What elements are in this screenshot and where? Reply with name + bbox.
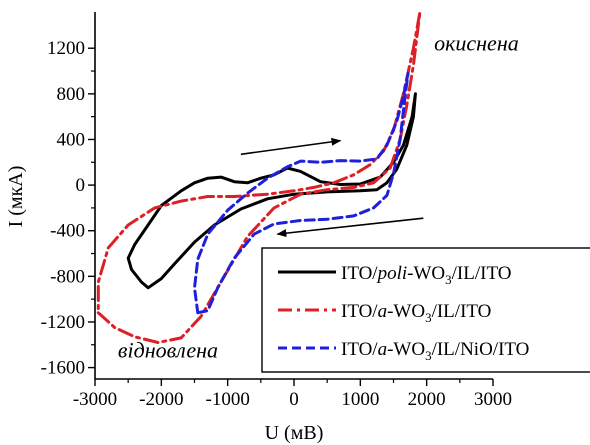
y-axis-label: I (мкА) [5, 166, 27, 228]
x-tick-label: 2000 [408, 389, 446, 410]
axes [88, 12, 494, 386]
annotation-label-1: окиснена [434, 31, 519, 56]
y-tick-label: -1600 [41, 358, 85, 379]
legend: ITO/poli-WO3/IL/ITO ITO/a-WO3/IL/ITO ITO/a… [261, 247, 590, 373]
legend-label-2: ITO/a-WO3/IL/ITO [341, 301, 491, 325]
x-tick-label: -2000 [139, 389, 183, 410]
tick-labels: -3000 -2000 -1000 0 1000 2000 3000 -1600 -1200 -8… [41, 38, 512, 410]
y-tick-label: -1200 [41, 312, 85, 333]
y-tick-label: -400 [50, 221, 85, 242]
x-tick-label: 1000 [341, 389, 379, 410]
x-tick-label: -1000 [206, 389, 250, 410]
plot-lines [96, 10, 422, 344]
arrow-right-annotation [240, 137, 342, 156]
series-line-3 [193, 71, 410, 315]
y-tick-label: 800 [57, 84, 86, 105]
arrow-left-annotation [276, 217, 424, 238]
legend-label-1: ITO/poli-WO3/IL/ITO [341, 263, 511, 287]
y-tick-label: 400 [57, 129, 86, 150]
annotations: окиснена відновлена [118, 31, 519, 363]
annotation-label-2: відновлена [118, 337, 218, 362]
legend-label-3: ITO/a-WO3/IL/NiO/ITO [341, 339, 529, 363]
y-tick-label: -800 [50, 266, 85, 287]
x-tick-label: 0 [289, 389, 299, 410]
y-tick-label: 0 [76, 175, 86, 196]
x-tick-label: 3000 [474, 389, 512, 410]
x-tick-label: -3000 [73, 389, 117, 410]
y-tick-label: 1200 [47, 38, 85, 59]
x-axis-label: U (мВ) [265, 422, 324, 444]
